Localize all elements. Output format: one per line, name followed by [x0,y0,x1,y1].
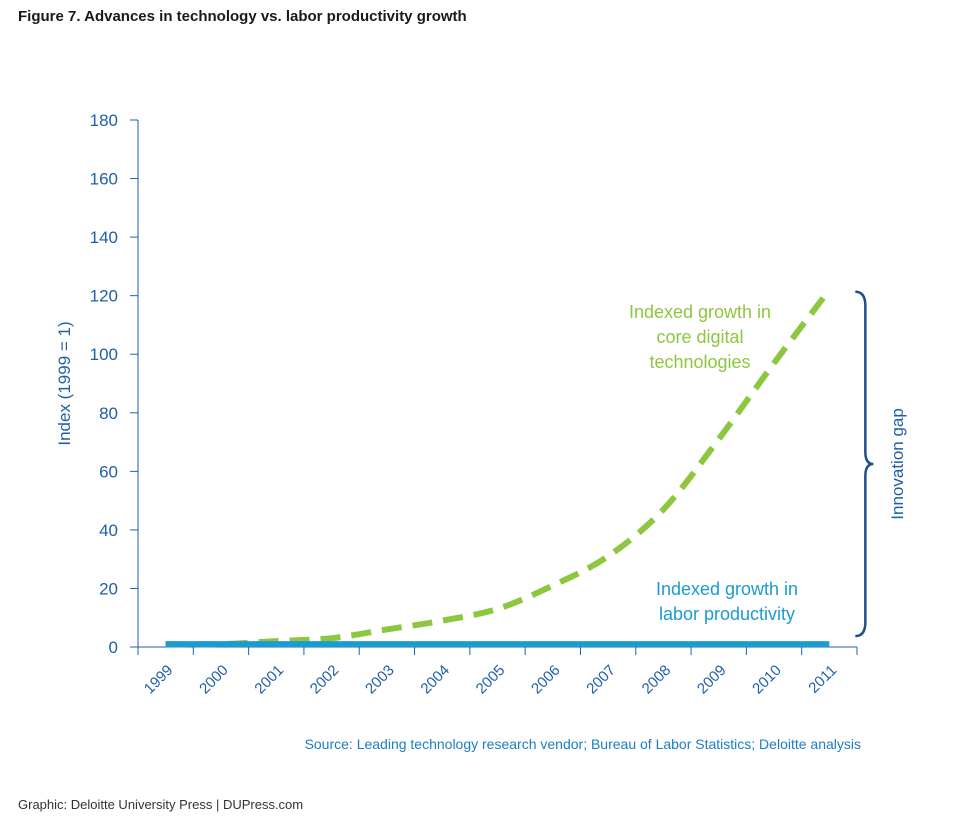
x-tick-label: 2010 [749,662,785,698]
y-tick-label: 160 [90,170,118,189]
innovation-gap-brace [855,290,874,638]
innovation-gap-label: Innovation gap [888,408,907,520]
x-tick-label: 2009 [694,662,730,698]
y-tick-label: 180 [90,111,118,130]
y-tick-label: 120 [90,287,118,306]
figure-title: Figure 7. Advances in technology vs. lab… [18,8,467,25]
x-tick-label: 2006 [528,662,564,698]
labor-series-label: labor productivity [659,604,795,624]
tech-series-label: technologies [649,352,750,372]
x-tick-label: 2005 [473,662,509,698]
y-tick-label: 20 [99,579,118,598]
chart-annotations: Indexed growth in core digital technologie… [629,290,907,638]
tech-series-label: Indexed growth in [629,302,771,322]
y-tick-label: 80 [99,404,118,423]
x-tick-label: 2001 [251,662,287,698]
x-tick-label: 2004 [417,662,453,698]
y-tick-label: 0 [109,638,118,657]
y-axis-ticks: 0 20 40 60 80 100 120 140 160 180 [90,111,138,657]
chart-axes: Index (1999 = 1) [55,120,857,648]
y-tick-label: 140 [90,228,118,247]
x-tick-label: 1999 [141,662,177,698]
y-axis-title: Index (1999 = 1) [55,321,74,445]
y-tick-label: 100 [90,345,118,364]
y-tick-label: 40 [99,521,118,540]
chart-series [165,288,832,648]
source-note: Source: Leading technology research vend… [304,736,861,752]
x-tick-label: 2007 [583,662,619,698]
x-tick-label: 2008 [639,662,675,698]
labor-series-label: Indexed growth in [656,579,798,599]
x-axis-ticks: 1999 2000 2001 2002 2003 2004 2005 2006 2007 2008… [137,647,858,698]
tech-series-label: core digital [656,327,743,347]
y-tick-label: 60 [99,462,118,481]
x-tick-label: 2002 [307,662,343,698]
x-tick-label: 2011 [805,662,840,697]
graphic-credit: Graphic: Deloitte University Press | DUP… [18,797,304,812]
x-tick-label: 2000 [196,662,232,698]
x-tick-label: 2003 [362,662,398,698]
